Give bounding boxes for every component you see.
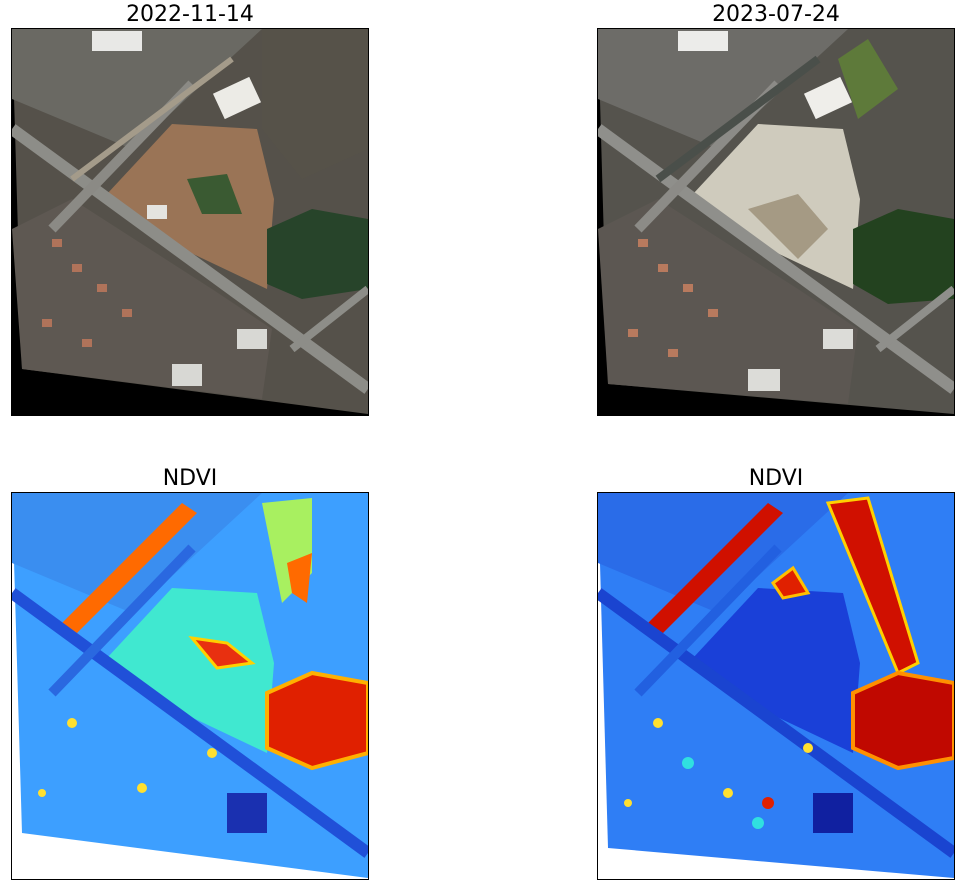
ndvi-map-2023: [598, 493, 954, 879]
satellite-image-2022: [11, 28, 369, 416]
rgb-image-2023: [598, 29, 954, 415]
panel-title-ndvi-2022: NDVI: [162, 466, 218, 491]
panel-title-2022-rgb: 2022-11-14: [126, 2, 254, 27]
ndvi-image-2022: [11, 492, 369, 880]
panel-title-ndvi-2023: NDVI: [748, 466, 804, 491]
ndvi-image-2023: [597, 492, 955, 880]
ndvi-map-2022: [12, 493, 368, 879]
rgb-image-2022: [12, 29, 368, 415]
satellite-image-2023: [597, 28, 955, 416]
panel-title-2023-rgb: 2023-07-24: [712, 2, 840, 27]
